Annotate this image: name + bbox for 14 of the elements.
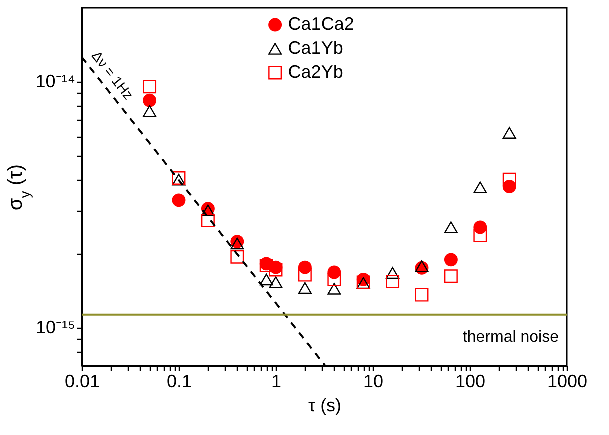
x-tick-label: 10	[363, 372, 384, 392]
x-tick-label: 1	[271, 372, 282, 392]
x-axis-title: τ (s)	[308, 396, 342, 416]
x-tick-label: 100	[455, 372, 486, 392]
x-tick-label: 1000	[547, 372, 588, 392]
legend-label: Ca2Yb	[288, 62, 344, 82]
legend-label: Ca1Ca2	[288, 14, 354, 34]
x-tick-label: 0.01	[64, 372, 100, 392]
text: Δν = 1Hz	[88, 48, 137, 103]
y-tick-label: 10⁻¹⁵	[36, 317, 76, 338]
legend-label: Ca1Yb	[288, 38, 344, 58]
x-tick-label: 0.1	[166, 372, 192, 392]
ref-line-label: thermal noise	[462, 328, 560, 346]
y-tick-label: 10⁻¹⁴	[36, 72, 76, 92]
